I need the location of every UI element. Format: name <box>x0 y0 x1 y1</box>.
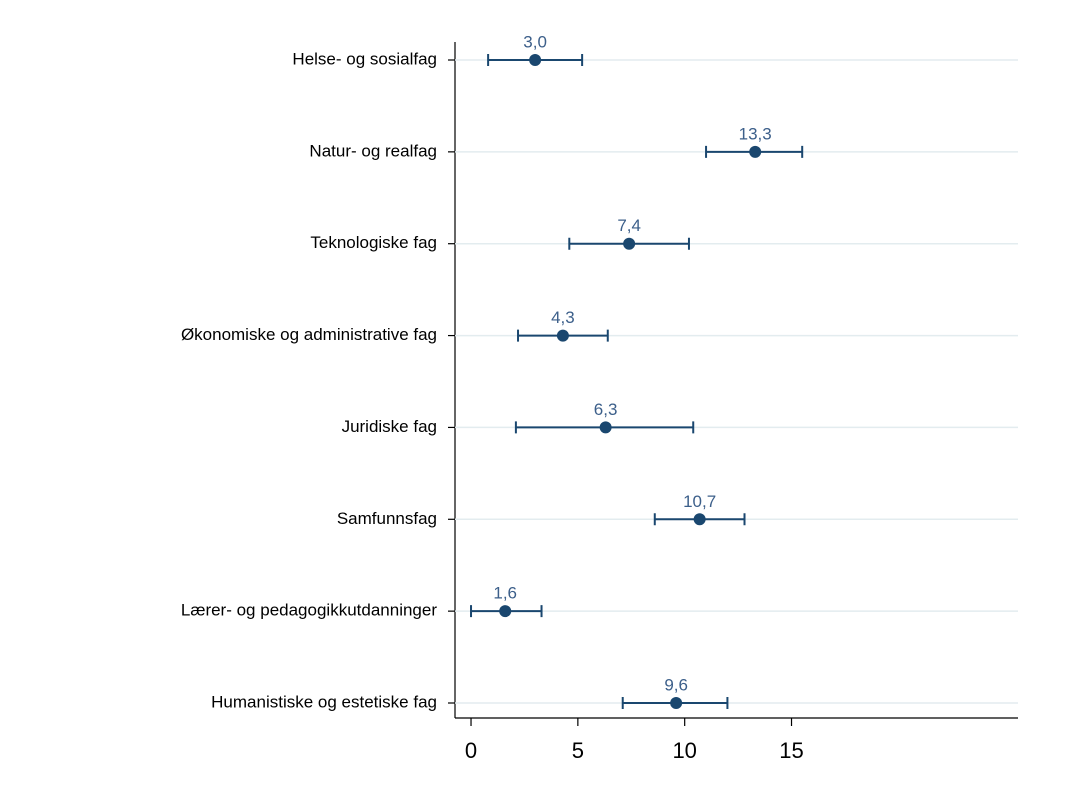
x-tick-label: 15 <box>779 738 803 763</box>
y-tick-label: Natur- og realfag <box>309 141 437 160</box>
dot <box>529 54 542 66</box>
x-tick-label: 10 <box>672 738 696 763</box>
dot <box>599 421 612 434</box>
value-label: 9,6 <box>664 675 688 694</box>
value-label: 1,6 <box>493 584 517 603</box>
value-label: 3,0 <box>523 32 547 51</box>
y-tick-label: Teknologiske fag <box>310 233 437 252</box>
value-label: 10,7 <box>683 492 716 511</box>
y-tick-label: Økonomiske og administrative fag <box>181 325 437 344</box>
x-tick-label: 5 <box>572 738 584 763</box>
y-tick-label: Humanistiske og estetiske fag <box>211 692 437 711</box>
value-label: 4,3 <box>551 308 575 327</box>
y-tick-label: Lærer- og pedagogikkutdanninger <box>181 601 437 620</box>
dot <box>556 329 569 342</box>
y-tick-label: Helse- og sosialfag <box>292 49 437 68</box>
dot <box>693 513 706 526</box>
x-tick-label: 0 <box>465 738 477 763</box>
y-tick-label: Juridiske fag <box>342 417 437 436</box>
y-tick-label: Samfunnsfag <box>337 509 437 528</box>
value-label: 13,3 <box>739 124 772 143</box>
dot <box>499 605 512 618</box>
value-label: 6,3 <box>594 400 618 419</box>
dot <box>749 145 762 158</box>
dot <box>623 237 636 250</box>
value-label: 7,4 <box>617 216 641 235</box>
dot <box>670 697 683 709</box>
